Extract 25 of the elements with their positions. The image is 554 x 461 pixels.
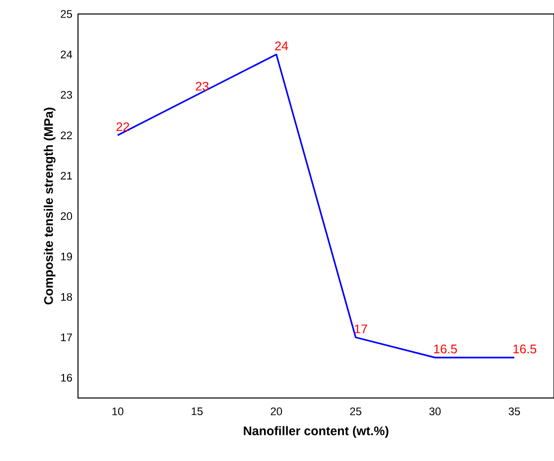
x-tick-label: 35 <box>508 408 520 416</box>
line-series <box>116 54 516 358</box>
data-label: 24 <box>275 42 288 50</box>
y-tick-label: 22 <box>60 131 72 140</box>
data-label: 17 <box>354 324 368 334</box>
y-tick-label: 17 <box>61 334 72 342</box>
data-label: 16.5 <box>434 344 457 354</box>
y-tick-label: 16 <box>61 374 72 382</box>
x-tick-label: 30 <box>429 408 441 416</box>
y-axis-title: Composite tensile strength (MPa) <box>44 108 56 304</box>
x-axis-title: Nanofiller content (wt.%) <box>244 426 388 438</box>
data-label: 22 <box>116 122 130 132</box>
data-label: 16.5 <box>513 344 536 354</box>
y-tick-label: 21 <box>60 172 72 180</box>
data-label: 23 <box>196 82 209 91</box>
x-tick-label: 15 <box>192 408 203 416</box>
y-tick-label: 18 <box>61 293 72 301</box>
x-tick-label: 20 <box>270 408 282 416</box>
y-tick-label: 20 <box>60 212 72 220</box>
x-tick-label: 10 <box>112 408 124 416</box>
y-tick-label: 25 <box>60 10 72 18</box>
y-tick-label: 24 <box>60 50 72 58</box>
x-tick-label: 25 <box>350 408 362 416</box>
y-tick-label: 19 <box>61 252 72 260</box>
y-tick-label: 23 <box>60 90 72 99</box>
